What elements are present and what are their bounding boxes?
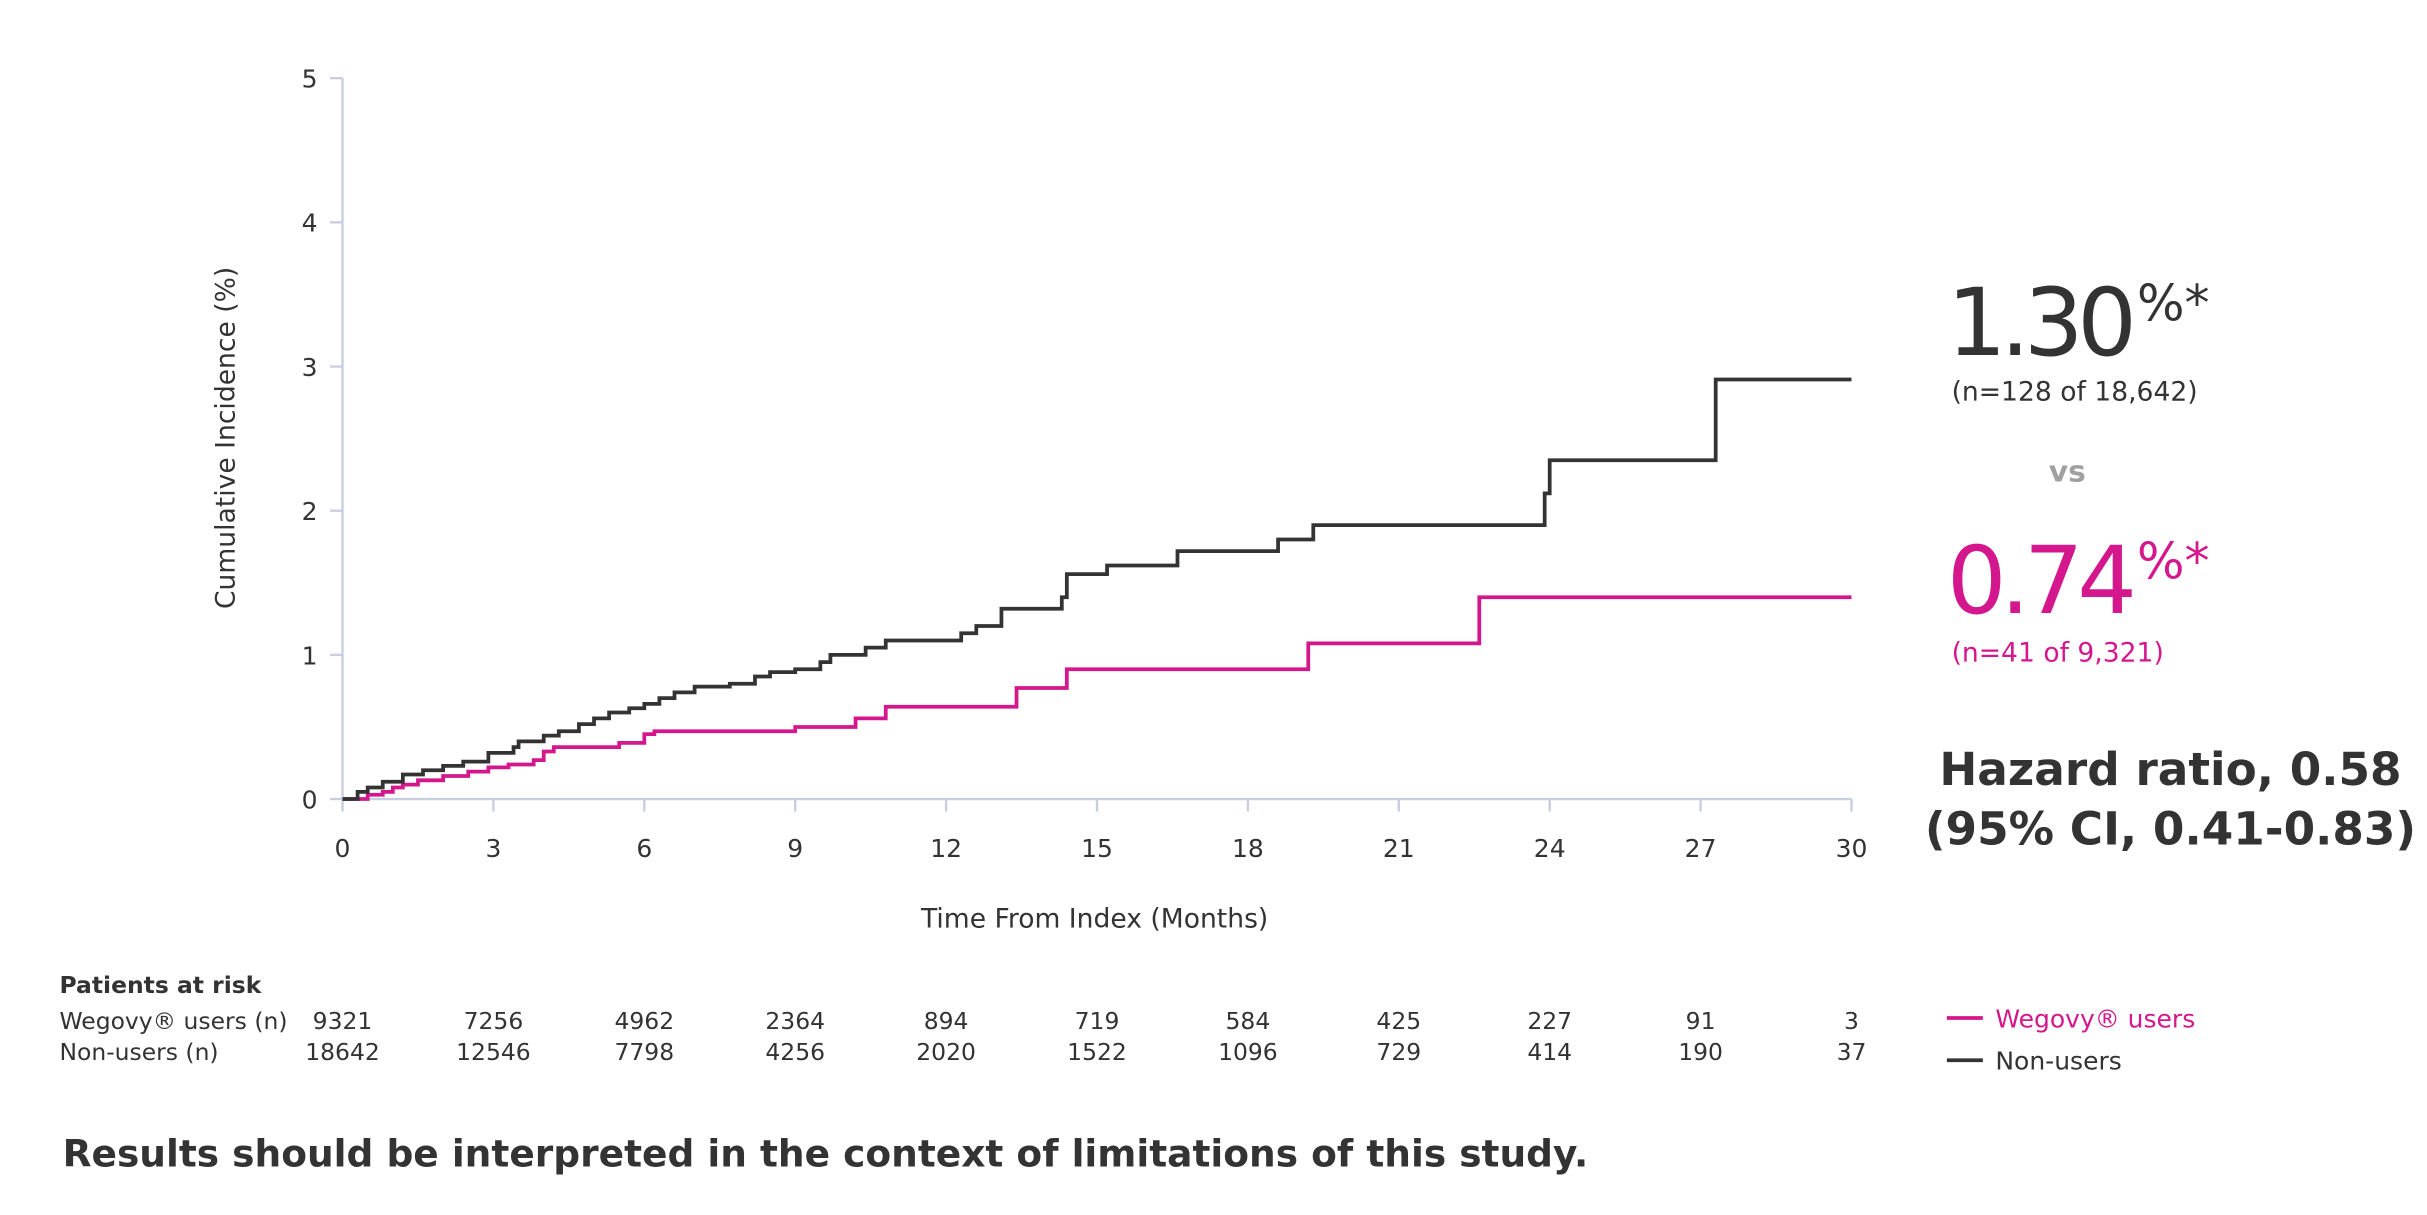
risk-row-label: Wegovy® users (n): [59, 1007, 287, 1035]
risk-value: 12546: [456, 1038, 531, 1066]
x-tick-label: 6: [636, 834, 652, 863]
confidence-interval: (95% CI, 0.41-0.83): [1925, 802, 2416, 855]
risk-title: Patients at risk: [59, 971, 262, 999]
risk-value: 190: [1678, 1038, 1723, 1066]
incidence-mark: %*: [2137, 275, 2210, 333]
x-tick-label: 30: [1836, 834, 1868, 863]
risk-row-label: Non-users (n): [59, 1038, 218, 1066]
risk-value: 37: [1837, 1038, 1867, 1066]
risk-value: 7798: [614, 1038, 674, 1066]
x-tick-label: 0: [335, 834, 351, 863]
risk-value: 584: [1226, 1007, 1271, 1035]
series-line: [342, 595, 1852, 801]
x-tick-label: 24: [1534, 834, 1566, 863]
risk-value: 1096: [1218, 1038, 1278, 1066]
risk-value: 2020: [916, 1038, 976, 1066]
risk-value: 18642: [305, 1038, 380, 1066]
x-axis-label: Time From Index (Months): [920, 903, 1268, 934]
risk-value: 4256: [765, 1038, 825, 1066]
vs-label: vs: [2049, 455, 2086, 490]
risk-value: 9321: [313, 1007, 373, 1035]
legend-label: Wegovy® users: [1995, 1004, 2195, 1033]
y-tick-label: 1: [302, 641, 318, 670]
x-tick-label: 9: [787, 834, 803, 863]
x-tick-label: 3: [485, 834, 501, 863]
risk-value: 227: [1527, 1007, 1572, 1035]
risk-value: 894: [924, 1007, 969, 1035]
risk-value: 91: [1686, 1007, 1716, 1035]
incidence-n: (n=41 of 9,321): [1952, 637, 2164, 668]
x-tick-label: 15: [1081, 834, 1113, 863]
incidence-value: 0.74: [1947, 527, 2132, 636]
incidence-value: 1.30: [1947, 269, 2131, 378]
y-tick-label: 4: [302, 209, 318, 238]
risk-value: 729: [1376, 1038, 1421, 1066]
x-tick-label: 21: [1383, 834, 1415, 863]
risk-value: 2364: [765, 1007, 825, 1035]
series-line: [342, 377, 1852, 801]
y-tick-label: 0: [302, 785, 318, 814]
y-tick-label: 2: [302, 497, 318, 526]
x-tick-label: 18: [1232, 834, 1264, 863]
x-tick-label: 27: [1685, 834, 1717, 863]
hazard-ratio: Hazard ratio, 0.58: [1939, 743, 2401, 796]
risk-value: 425: [1376, 1007, 1421, 1035]
y-tick-label: 5: [302, 65, 318, 94]
risk-value: 414: [1527, 1038, 1572, 1066]
risk-value: 1522: [1067, 1038, 1127, 1066]
risk-value: 3: [1844, 1007, 1859, 1035]
y-axis-label: Cumulative Incidence (%): [211, 267, 242, 609]
y-tick-label: 3: [302, 353, 318, 382]
incidence-mark: %*: [2137, 533, 2210, 591]
risk-value: 719: [1075, 1007, 1120, 1035]
risk-value: 4962: [614, 1007, 674, 1035]
footnote: Results should be interpreted in the con…: [63, 1132, 1589, 1176]
legend-label: Non-users: [1995, 1047, 2121, 1076]
incidence-n: (n=128 of 18,642): [1952, 376, 2198, 407]
risk-value: 7256: [464, 1007, 524, 1035]
x-tick-label: 12: [930, 834, 962, 863]
